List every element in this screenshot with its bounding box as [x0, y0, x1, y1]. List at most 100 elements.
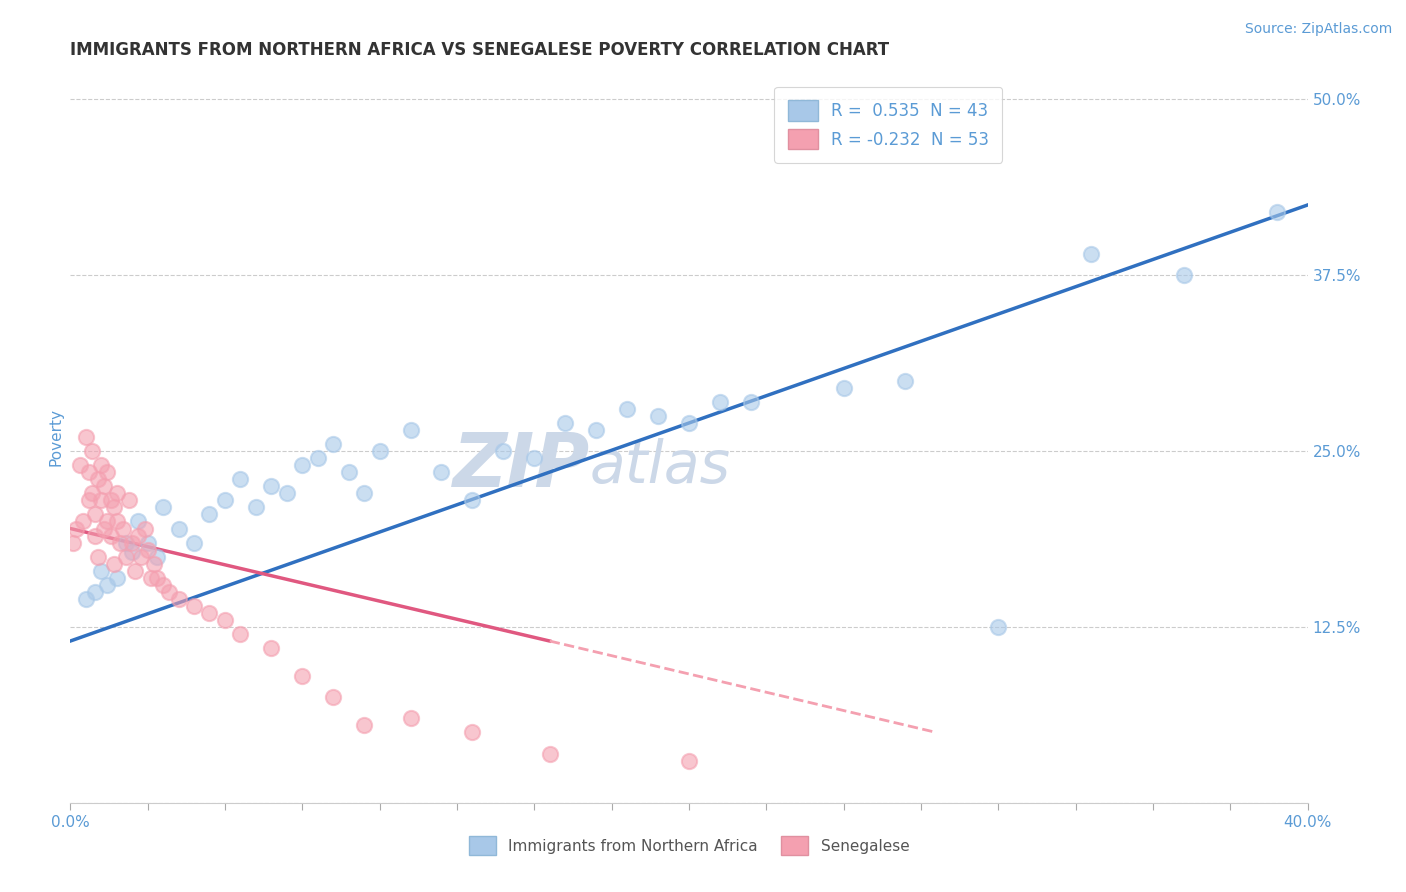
- Point: [93, 479, 115, 493]
- Point: [100, 528, 122, 542]
- Point: [740, 395, 762, 409]
- Point: [353, 718, 375, 732]
- Point: [105, 486, 128, 500]
- Point: [229, 627, 252, 641]
- Point: [307, 451, 329, 466]
- Point: [90, 493, 112, 508]
- Point: [121, 545, 143, 559]
- Point: [461, 493, 484, 508]
- Point: [1173, 268, 1195, 283]
- Point: [322, 437, 344, 451]
- Point: [115, 549, 138, 564]
- Point: [399, 711, 422, 725]
- Point: [152, 500, 174, 515]
- Point: [260, 479, 283, 493]
- Point: [832, 381, 855, 395]
- Point: [77, 465, 100, 479]
- Text: IMMIGRANTS FROM NORTHERN AFRICA VS SENEGALESE POVERTY CORRELATION CHART: IMMIGRANTS FROM NORTHERN AFRICA VS SENEG…: [70, 41, 890, 59]
- Point: [127, 515, 149, 529]
- Point: [72, 515, 94, 529]
- Point: [291, 458, 314, 473]
- Point: [523, 451, 546, 466]
- Point: [167, 591, 190, 606]
- Point: [136, 542, 159, 557]
- Point: [93, 521, 115, 535]
- Point: [368, 444, 391, 458]
- Point: [90, 458, 112, 473]
- Point: [492, 444, 515, 458]
- Point: [146, 571, 169, 585]
- Point: [118, 493, 141, 508]
- Point: [65, 521, 87, 535]
- Point: [198, 606, 221, 620]
- Point: [105, 515, 128, 529]
- Point: [75, 591, 97, 606]
- Point: [678, 754, 700, 768]
- Point: [183, 535, 205, 549]
- Point: [353, 486, 375, 500]
- Point: [75, 430, 97, 444]
- Point: [84, 528, 107, 542]
- Point: [124, 564, 146, 578]
- Point: [127, 528, 149, 542]
- Point: [585, 423, 607, 437]
- Point: [142, 557, 165, 571]
- Point: [214, 493, 236, 508]
- Point: [291, 669, 314, 683]
- Point: [214, 613, 236, 627]
- Point: [90, 564, 112, 578]
- Point: [69, 458, 91, 473]
- Point: [538, 747, 561, 761]
- Point: [87, 549, 110, 564]
- Point: [96, 515, 118, 529]
- Point: [62, 535, 84, 549]
- Point: [245, 500, 267, 515]
- Point: [131, 549, 153, 564]
- Point: [430, 465, 453, 479]
- Point: [100, 493, 122, 508]
- Point: [894, 374, 917, 388]
- Point: [96, 465, 118, 479]
- Point: [198, 508, 221, 522]
- Point: [152, 578, 174, 592]
- Legend: Immigrants from Northern Africa, Senegalese: Immigrants from Northern Africa, Senegal…: [463, 830, 915, 861]
- Point: [337, 465, 360, 479]
- Y-axis label: Poverty: Poverty: [48, 408, 63, 467]
- Text: Source: ZipAtlas.com: Source: ZipAtlas.com: [1244, 22, 1392, 37]
- Point: [616, 401, 638, 416]
- Point: [167, 521, 190, 535]
- Text: atlas: atlas: [591, 438, 731, 495]
- Point: [103, 500, 125, 515]
- Point: [1080, 247, 1102, 261]
- Point: [77, 493, 100, 508]
- Point: [111, 521, 134, 535]
- Point: [461, 725, 484, 739]
- Point: [84, 584, 107, 599]
- Point: [103, 557, 125, 571]
- Point: [80, 444, 103, 458]
- Point: [554, 416, 576, 430]
- Point: [229, 472, 252, 486]
- Point: [84, 508, 107, 522]
- Point: [80, 486, 103, 500]
- Point: [105, 571, 128, 585]
- Point: [322, 690, 344, 705]
- Text: ZIP: ZIP: [453, 430, 591, 503]
- Point: [709, 395, 731, 409]
- Point: [139, 571, 162, 585]
- Point: [183, 599, 205, 613]
- Point: [678, 416, 700, 430]
- Point: [115, 535, 138, 549]
- Point: [121, 535, 143, 549]
- Point: [647, 409, 669, 423]
- Point: [399, 423, 422, 437]
- Point: [108, 535, 131, 549]
- Point: [157, 584, 180, 599]
- Point: [260, 641, 283, 656]
- Point: [146, 549, 169, 564]
- Point: [134, 521, 156, 535]
- Point: [87, 472, 110, 486]
- Point: [1265, 205, 1288, 219]
- Point: [987, 620, 1010, 634]
- Point: [136, 535, 159, 549]
